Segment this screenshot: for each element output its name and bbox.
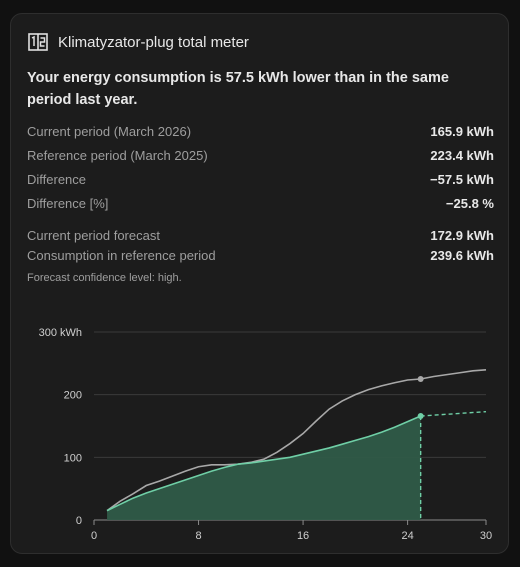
stat-value: 223.4 kWh <box>430 148 494 163</box>
stat-row-current: Current period (March 2026) 165.9 kWh <box>27 124 494 139</box>
card-header: Klimatyzator-plug total meter <box>28 33 249 51</box>
reference-point <box>417 376 424 382</box>
stat-row-difference-percent: Difference [%] −25.8 % <box>27 196 494 211</box>
series-line-forecast <box>420 410 487 417</box>
y-tick-label: 0 <box>76 515 82 527</box>
series-line-current <box>106 415 421 512</box>
forecast-row-current: Current period forecast 172.9 kWh <box>27 228 494 243</box>
meter-icon <box>28 33 48 51</box>
forecast-label: Current period forecast <box>27 228 160 243</box>
energy-chart[interactable]: 0 100 200 300 kWh 0 8 16 24 30 <box>11 314 508 549</box>
stat-value: −25.8 % <box>445 196 494 211</box>
stat-value: −57.5 kWh <box>430 172 494 187</box>
card-title: Klimatyzator-plug total meter <box>58 33 249 51</box>
forecast-value: 172.9 kWh <box>430 228 494 243</box>
y-tick-label: 100 <box>64 452 82 464</box>
energy-card: Klimatyzator-plug total meter Your energ… <box>10 13 509 554</box>
x-tick-label: 0 <box>91 530 97 542</box>
x-tick-label: 24 <box>401 530 413 542</box>
stat-row-reference: Reference period (March 2025) 223.4 kWh <box>27 148 494 163</box>
stat-label: Current period (March 2026) <box>27 124 192 139</box>
forecast-value: 239.6 kWh <box>430 248 494 263</box>
forecast-row-reference: Consumption in reference period 239.6 kW… <box>27 248 494 263</box>
x-tick-label: 16 <box>297 530 309 542</box>
y-tick-label: 300 kWh <box>39 327 82 339</box>
stat-row-difference: Difference −57.5 kWh <box>27 172 494 187</box>
stat-label: Reference period (March 2025) <box>27 148 208 163</box>
stat-value: 165.9 kWh <box>430 124 494 139</box>
forecast-label: Consumption in reference period <box>27 248 216 263</box>
x-tick-label: 30 <box>480 530 492 542</box>
current-point <box>417 413 424 420</box>
forecast-confidence-note: Forecast confidence level: high. <box>27 272 182 284</box>
consumption-summary: Your energy consumption is 57.5 kWh lowe… <box>27 70 449 108</box>
current-area <box>107 416 421 520</box>
y-tick-label: 200 <box>64 390 82 402</box>
stat-label: Difference [%] <box>27 196 109 211</box>
x-tick-label: 8 <box>195 530 201 542</box>
stat-label: Difference <box>27 172 87 187</box>
